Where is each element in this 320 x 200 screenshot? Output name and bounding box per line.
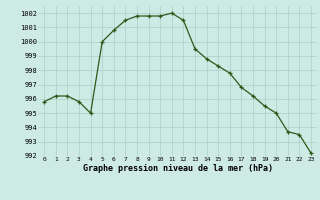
X-axis label: Graphe pression niveau de la mer (hPa): Graphe pression niveau de la mer (hPa) [83, 164, 273, 173]
